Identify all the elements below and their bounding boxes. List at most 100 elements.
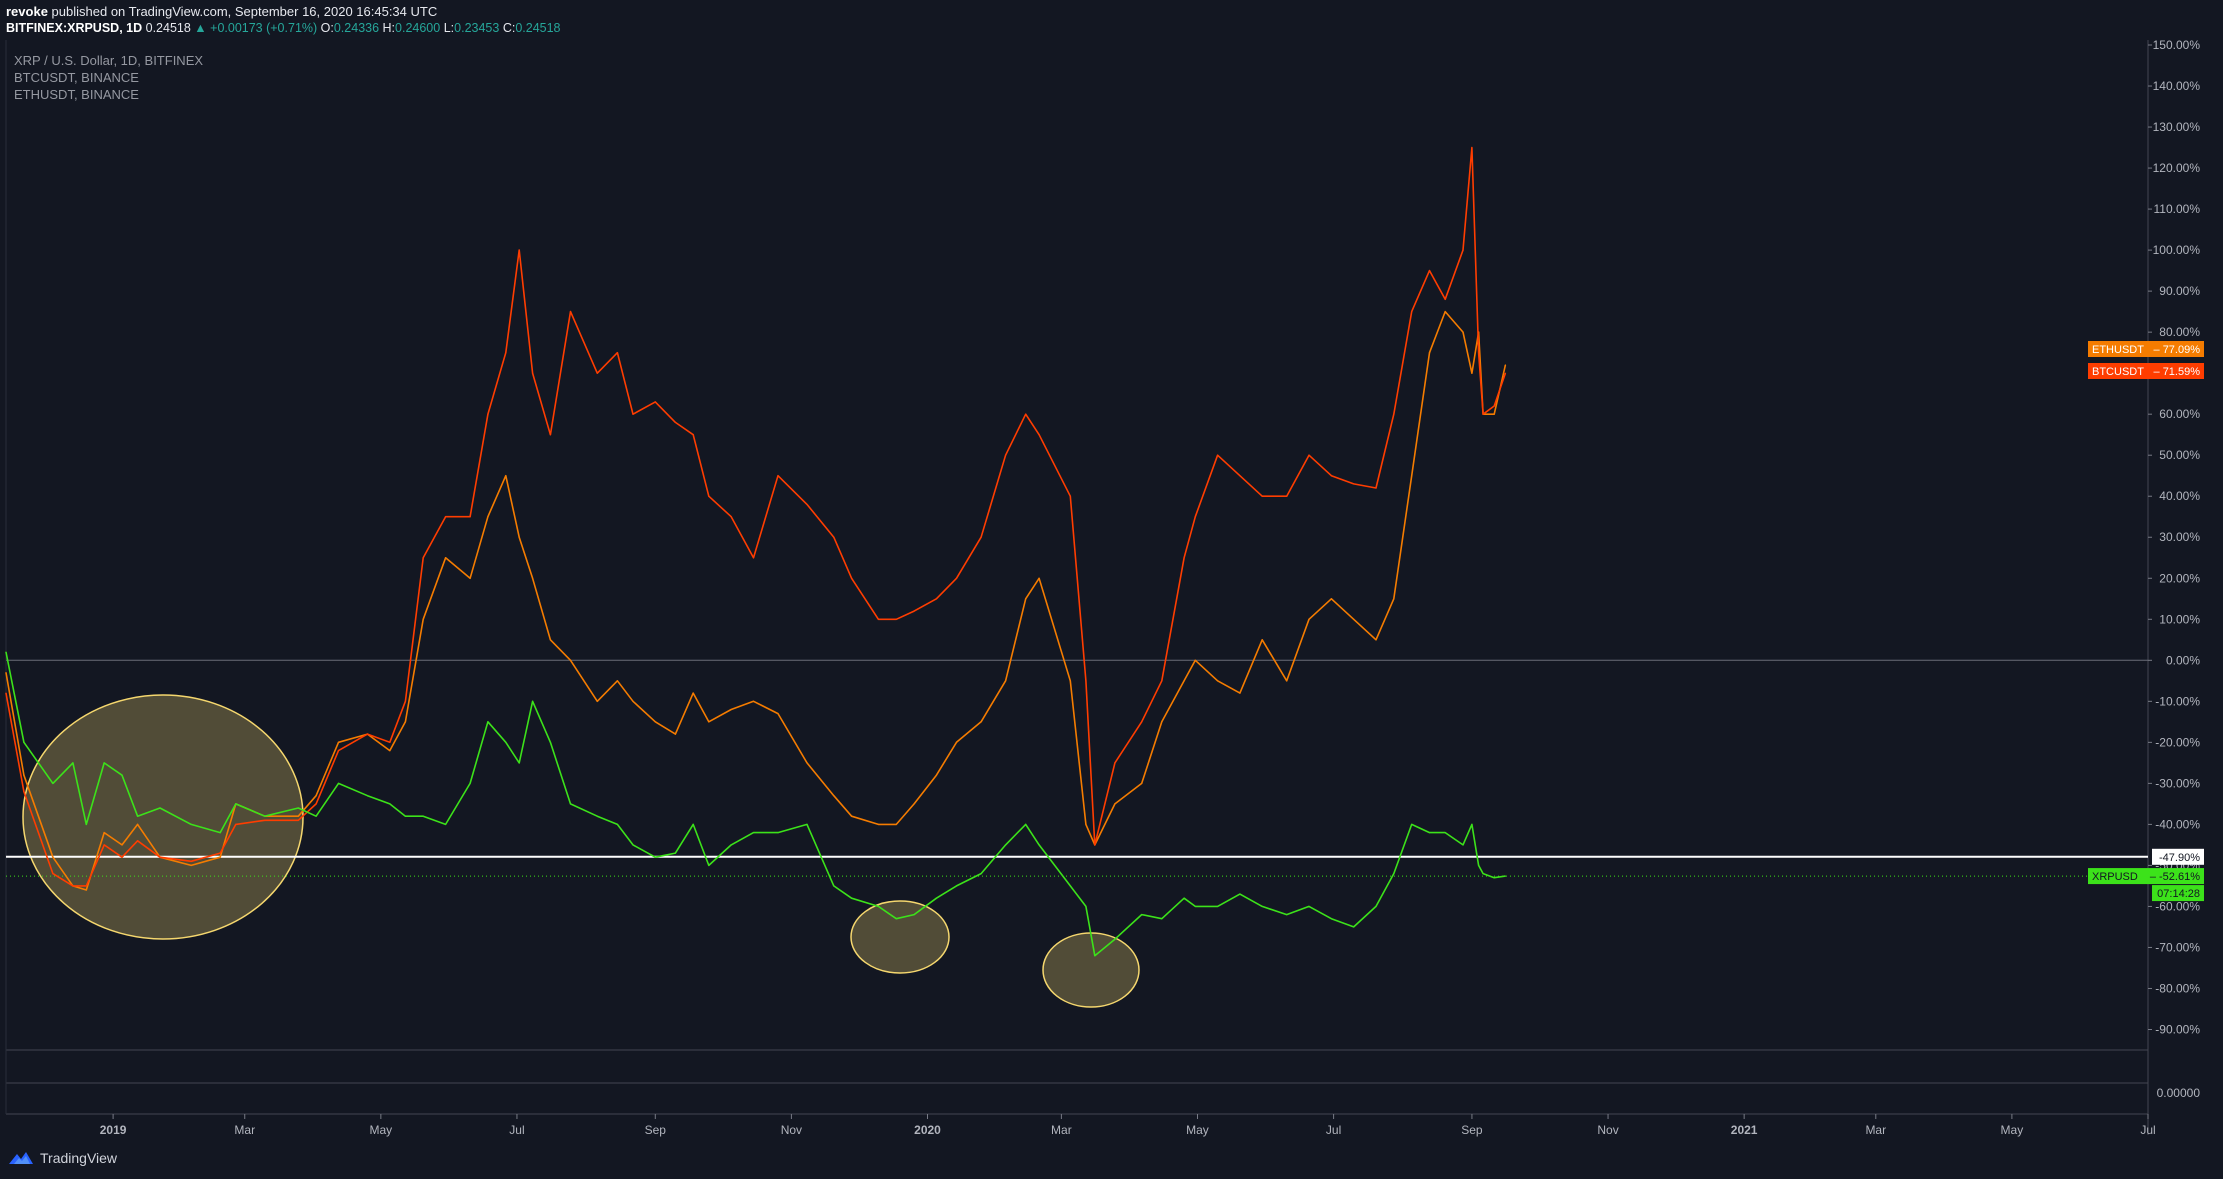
data-point-ethusdt	[1239, 692, 1241, 694]
data-point-ethusdt	[190, 864, 192, 867]
tradingview-logo-icon	[9, 1152, 33, 1164]
data-point-ethusdt	[487, 516, 489, 518]
data-point-xrpusd	[1353, 926, 1355, 928]
data-point-xrpusd	[1025, 823, 1027, 825]
highlight-circle-1[interactable]	[22, 694, 304, 940]
data-point-ethusdt	[1308, 618, 1310, 620]
data-point-ethusdt	[1330, 598, 1332, 600]
data-point-ethusdt	[219, 856, 221, 858]
data-point-xrpusd	[708, 864, 710, 867]
data-point-xrpusd	[469, 782, 471, 784]
data-point-btcusdt	[219, 852, 221, 854]
data-point-xrpusd	[264, 815, 266, 817]
data-point-ethusdt	[895, 823, 897, 825]
publish-header: revoke published on TradingView.com, Sep…	[6, 4, 437, 19]
y-axis-tick-label: 10.00%	[2159, 612, 2200, 626]
price-line-tag-value: -47.90%	[2159, 852, 2200, 864]
y-axis-tick-label: -10.00%	[2155, 694, 2200, 708]
y-axis-tick-label: 100.00%	[2153, 243, 2201, 257]
data-point-btcusdt	[518, 249, 520, 251]
data-point-ethusdt	[1353, 618, 1355, 620]
data-point-ethusdt	[505, 475, 507, 477]
tradingview-branding[interactable]: TradingView	[8, 1150, 117, 1166]
data-point-btcusdt	[159, 856, 161, 858]
data-point-xrpusd	[1183, 897, 1185, 899]
low-value: 0.23453	[454, 21, 500, 35]
highlight-circle-3[interactable]	[1042, 932, 1140, 1008]
ethusdt-price-tag-bg	[2088, 341, 2204, 357]
data-point-btcusdt	[851, 577, 853, 579]
data-point-ethusdt	[1025, 598, 1027, 600]
series-line-ethusdt[interactable]	[5, 310, 1507, 891]
legend-btcusdt[interactable]: BTCUSDT, BINANCE	[14, 70, 139, 85]
data-point-xrpusd	[422, 815, 424, 817]
series-line-xrpusd[interactable]	[5, 651, 1506, 957]
x-axis-tick-label: Sep	[1461, 1123, 1483, 1137]
data-point-ethusdt	[337, 741, 340, 743]
data-point-xrpusd	[913, 914, 915, 916]
data-point-btcusdt	[85, 885, 87, 887]
data-point-xrpusd	[1462, 844, 1464, 846]
data-point-ethusdt	[569, 659, 572, 661]
xrpusd-price-tag-bg	[2088, 868, 2204, 885]
data-point-btcusdt	[692, 434, 694, 436]
data-point-btcusdt	[980, 536, 982, 538]
x-axis-tick-label: May	[2001, 1123, 2024, 1137]
data-point-btcusdt	[1005, 454, 1007, 456]
data-point-ethusdt	[1085, 823, 1087, 825]
data-point-ethusdt	[121, 844, 123, 846]
data-point-btcusdt	[264, 819, 266, 821]
data-point-xrpusd	[877, 905, 880, 908]
y-axis-tick-label: 140.00%	[2153, 79, 2201, 93]
data-point-xrpusd	[444, 823, 447, 825]
data-point-xrpusd	[596, 815, 598, 817]
data-point-ethusdt	[531, 577, 534, 579]
data-point-ethusdt	[1462, 331, 1464, 333]
data-point-ethusdt	[297, 815, 299, 817]
publisher-name[interactable]: revoke	[6, 4, 48, 19]
data-point-ethusdt	[1005, 680, 1007, 682]
data-point-xrpusd	[1504, 875, 1506, 877]
data-point-xrpusd	[616, 823, 618, 825]
data-point-ethusdt	[935, 774, 938, 776]
data-point-ethusdt	[955, 741, 958, 743]
data-point-btcusdt	[1239, 475, 1241, 477]
data-point-xrpusd	[654, 856, 656, 858]
data-point-xrpusd	[52, 782, 54, 784]
legend-ethusdt[interactable]: ETHUSDT, BINANCE	[14, 87, 139, 102]
x-axis-tick-label: Mar	[1051, 1123, 1072, 1137]
data-point-xrpusd	[1161, 918, 1163, 920]
published-text: published on TradingView.com, September …	[51, 4, 438, 19]
data-point-btcusdt	[1353, 483, 1355, 485]
data-point-btcusdt	[1411, 311, 1413, 313]
data-point-ethusdt	[469, 577, 471, 579]
symbol-label[interactable]: BITFINEX:XRPUSD, 1D	[6, 21, 143, 35]
data-point-btcusdt	[337, 749, 340, 752]
data-point-xrpusd	[315, 815, 317, 817]
data-point-ethusdt	[752, 700, 755, 702]
data-point-btcusdt	[569, 311, 572, 313]
symbol-ohlc-bar: BITFINEX:XRPUSD, 1D 0.24518 ▲ +0.00173 (…	[6, 21, 561, 35]
data-point-xrpusd	[692, 823, 694, 825]
countdown-tag-bg	[2152, 885, 2204, 902]
x-axis-tick-label: Nov	[781, 1123, 802, 1137]
data-point-ethusdt	[518, 536, 520, 538]
y-axis-tick-label: -20.00%	[2155, 735, 2200, 749]
data-point-ethusdt	[730, 708, 732, 711]
data-point-ethusdt	[596, 700, 598, 702]
data-point-xrpusd	[1085, 905, 1087, 908]
data-point-xrpusd	[549, 741, 552, 743]
data-point-ethusdt	[549, 639, 552, 641]
data-point-btcusdt	[935, 598, 938, 600]
series-line-btcusdt[interactable]	[5, 146, 1507, 887]
data-point-xrpusd	[1375, 905, 1377, 908]
y-axis-tick-label: 50.00%	[2159, 448, 2200, 462]
data-point-btcusdt	[616, 352, 618, 354]
data-point-xrpusd	[518, 762, 520, 764]
data-point-xrpusd	[389, 803, 391, 805]
data-point-btcusdt	[895, 618, 897, 620]
legend-xrpusd[interactable]: XRP / U.S. Dollar, 1D, BITFINEX	[14, 53, 204, 68]
highlight-circle-2[interactable]	[850, 900, 950, 974]
x-axis-tick-label: Nov	[1597, 1123, 1618, 1137]
